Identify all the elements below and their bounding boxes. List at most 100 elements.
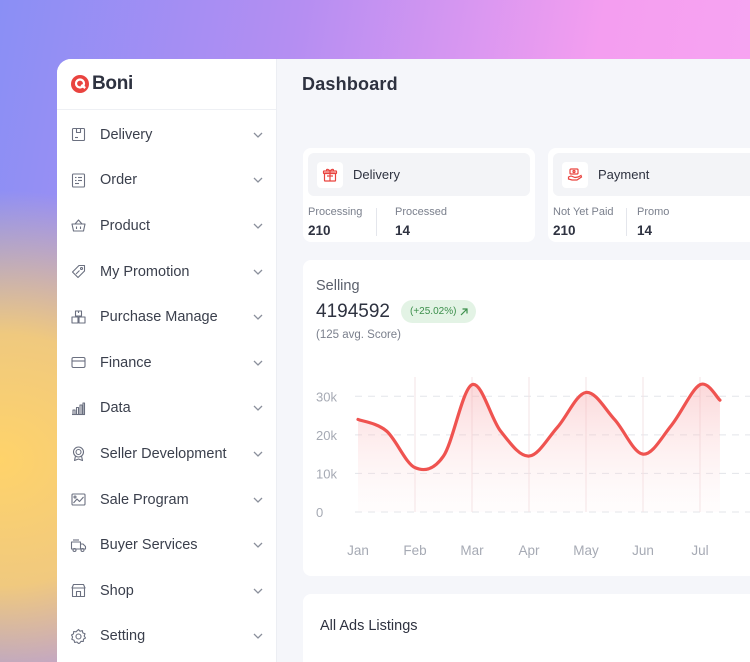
payment-card[interactable]: Payment Not Yet Paid 210 Promo 14: [548, 148, 750, 242]
sidebar-item-label: Shop: [100, 582, 134, 599]
series-line: [356, 382, 722, 472]
sidebar-item-label: Sale Program: [100, 491, 189, 508]
kpi-promo: Promo 14: [637, 206, 669, 238]
x-tick-label: Jul: [691, 543, 708, 558]
y-tick-label: 30k: [316, 389, 337, 404]
chevron-down-icon[interactable]: [252, 357, 264, 369]
selling-chart: 0 10k 20k 30k Jan Feb Mar Apr May Jun Jul: [316, 377, 750, 558]
sidebar-item-label: Seller Development: [100, 445, 227, 462]
sidebar-item-label: Purchase Manage: [100, 309, 218, 326]
sidebar-item-label: Order: [100, 172, 138, 189]
kpi-label: Not Yet Paid: [553, 206, 614, 218]
sidebar-item-product[interactable]: Product: [57, 203, 276, 249]
shop-icon: [70, 582, 87, 599]
sidebar: Boni Delivery Order Product My Promotion Pur…: [57, 59, 277, 662]
sidebar-menu: Delivery Order Product My Promotion Purchase…: [57, 110, 276, 659]
package-icon: [70, 126, 87, 143]
delivery-card[interactable]: Delivery Processing 210 Processed 14: [303, 148, 535, 242]
x-tick-label: May: [573, 543, 599, 558]
sidebar-item-purchase-manage[interactable]: Purchase Manage: [57, 294, 276, 340]
sidebar-item-seller-development[interactable]: Seller Development: [57, 431, 276, 477]
sidebar-item-label: Finance: [100, 354, 152, 371]
ads-card[interactable]: All Ads Listings: [303, 594, 750, 662]
y-tick-label: 20k: [316, 428, 337, 443]
sidebar-item-shop[interactable]: Shop: [57, 568, 276, 614]
selling-value: 4194592: [316, 301, 390, 322]
ads-title: All Ads Listings: [320, 618, 418, 634]
kpi-label: Promo: [637, 206, 670, 218]
image-chart-icon: [70, 491, 87, 508]
app-window: Boni Delivery Order Product My Promotion Pur…: [57, 59, 750, 662]
kpi-not-yet-paid: Not Yet Paid 210: [553, 206, 614, 238]
kpi-divider: [376, 208, 377, 236]
money-icon: [562, 161, 588, 188]
growth-badge: (+25.02%): [401, 300, 477, 323]
basket-icon: [70, 217, 87, 234]
kpi-value: 14: [637, 223, 653, 238]
sidebar-item-label: Data: [100, 400, 131, 417]
x-tick-label: Feb: [403, 543, 426, 558]
kpi-value: 210: [308, 223, 331, 238]
brand-name: Boni: [92, 73, 134, 94]
gear-icon: [70, 628, 87, 645]
chevron-down-icon[interactable]: [252, 585, 264, 597]
sidebar-item-sale-program[interactable]: Sale Program: [57, 477, 276, 523]
growth-badge-text: (+25.02%): [410, 306, 457, 317]
sidebar-item-delivery[interactable]: Delivery: [57, 112, 276, 158]
receipt-icon: [70, 172, 87, 189]
gift-icon: [317, 161, 343, 188]
chevron-down-icon[interactable]: [252, 539, 264, 551]
brand-logo-icon: [71, 75, 89, 93]
series-area: [358, 384, 720, 512]
payment-card-title: Payment: [598, 167, 650, 182]
kpi-label: Processed: [395, 206, 447, 218]
truck-icon: [70, 537, 87, 554]
sidebar-item-data[interactable]: Data: [57, 386, 276, 432]
main-content: Dashboard Delivery Processing 210: [278, 59, 750, 662]
kpi-label: Processing: [308, 206, 363, 218]
chevron-down-icon[interactable]: [252, 129, 264, 141]
sidebar-item-label: My Promotion: [100, 263, 190, 280]
y-tick-label: 0: [316, 505, 323, 520]
chevron-down-icon[interactable]: [252, 402, 264, 414]
chevron-down-icon[interactable]: [252, 266, 264, 278]
x-tick-label: Apr: [518, 543, 540, 558]
chevron-down-icon[interactable]: [252, 448, 264, 460]
selling-subtitle: (125 avg. Score): [316, 329, 402, 341]
kpi-divider: [626, 208, 627, 236]
selling-card: Selling 4194592 (+25.02%) (125 avg. Scor…: [303, 260, 750, 576]
sidebar-item-label: Buyer Services: [100, 537, 198, 554]
sidebar-item-my-promotion[interactable]: My Promotion: [57, 249, 276, 295]
kpi-processed: Processed 14: [395, 206, 447, 238]
chevron-down-icon[interactable]: [252, 494, 264, 506]
sidebar-item-buyer-services[interactable]: Buyer Services: [57, 522, 276, 568]
sidebar-item-setting[interactable]: Setting: [57, 614, 276, 660]
award-icon: [70, 445, 87, 462]
x-tick-label: Mar: [460, 543, 484, 558]
brand[interactable]: Boni: [57, 59, 276, 110]
y-tick-label: 10k: [316, 466, 337, 481]
sidebar-item-label: Setting: [100, 628, 146, 645]
delivery-card-header: Delivery: [308, 153, 530, 196]
sidebar-item-finance[interactable]: Finance: [57, 340, 276, 386]
chevron-down-icon[interactable]: [252, 220, 264, 232]
arrow-up-right-icon: [460, 307, 469, 315]
sidebar-item-order[interactable]: Order: [57, 158, 276, 204]
selling-label: Selling: [316, 278, 360, 294]
delivery-card-title: Delivery: [353, 167, 400, 182]
bar-chart-icon: [70, 400, 87, 417]
page-title: Dashboard: [302, 74, 398, 94]
kpi-value: 210: [553, 223, 576, 238]
chevron-down-icon[interactable]: [252, 174, 264, 186]
x-tick-label: Jun: [632, 543, 654, 558]
boxes-icon: [70, 309, 87, 326]
sidebar-item-label: Product: [100, 217, 150, 234]
payment-card-header: Payment: [553, 153, 750, 196]
chevron-down-icon[interactable]: [252, 630, 264, 642]
chevron-down-icon[interactable]: [252, 311, 264, 323]
card-icon: [70, 354, 87, 371]
sidebar-item-label: Delivery: [100, 126, 153, 143]
kpi-value: 14: [395, 223, 411, 238]
kpi-processing: Processing 210: [308, 206, 362, 238]
